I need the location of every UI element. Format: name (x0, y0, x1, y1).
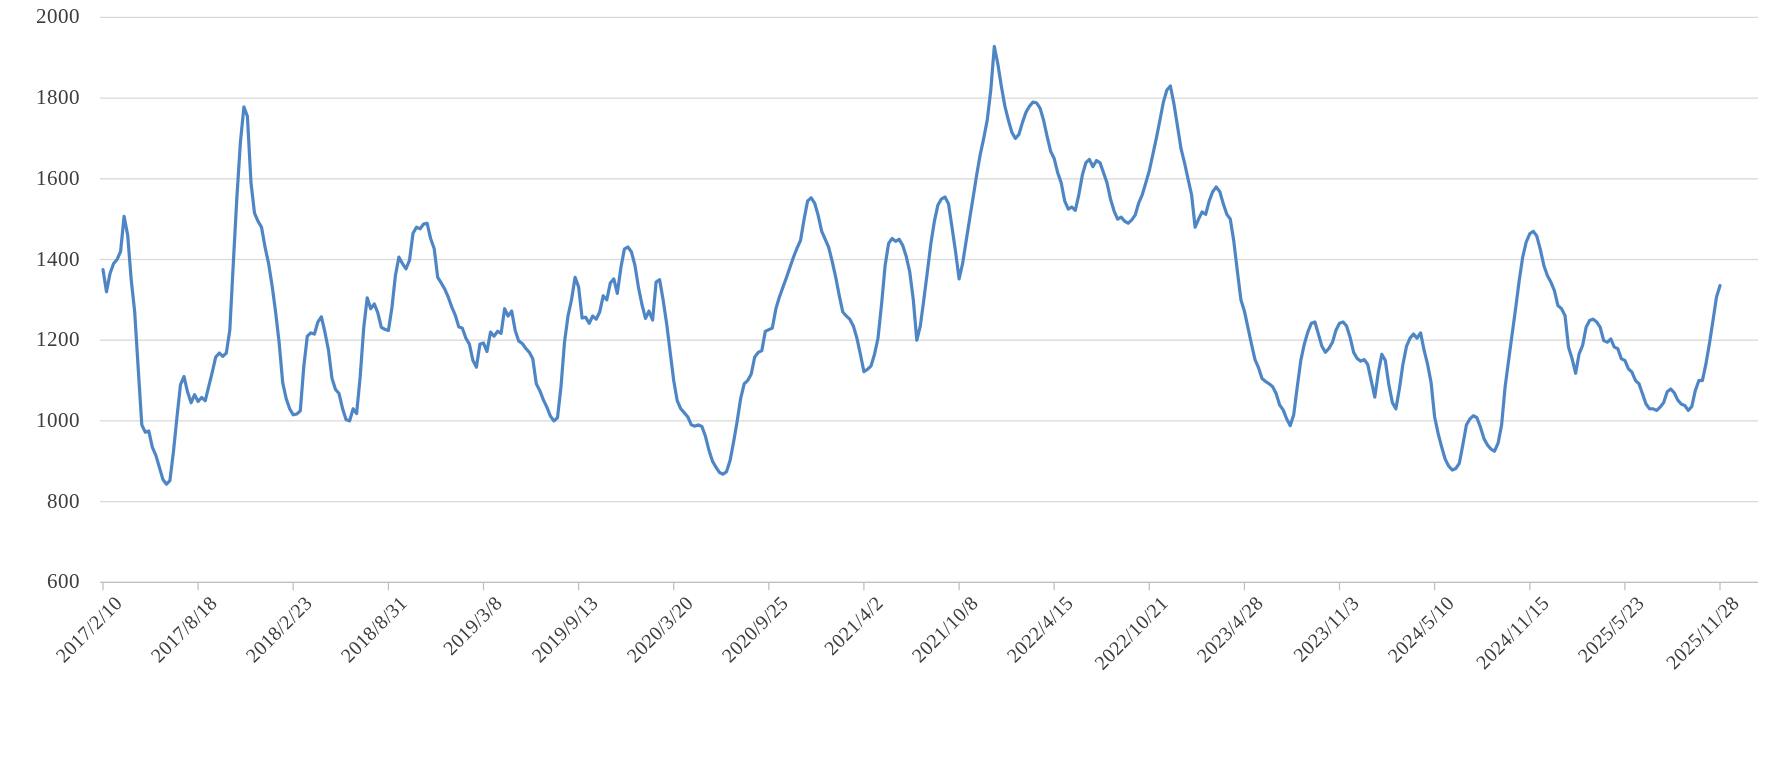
y-tick-label-2000: 2000 (36, 4, 80, 29)
y-tick-label-1400: 1400 (36, 246, 80, 271)
y-tick-label-1600: 1600 (36, 165, 80, 190)
y-tick-label-1800: 1800 (36, 85, 80, 110)
plot-area (100, 16, 1758, 591)
y-tick-label-600: 600 (47, 569, 80, 594)
y-tick-label-1200: 1200 (36, 327, 80, 352)
price-line-series (101, 44, 1722, 486)
y-tick-label-800: 800 (47, 488, 80, 513)
line-chart: 600 800 1000 1200 1400 1600 1800 2000 2017/2/10… (36, 4, 1758, 674)
y-tick-label-1000: 1000 (36, 407, 80, 432)
